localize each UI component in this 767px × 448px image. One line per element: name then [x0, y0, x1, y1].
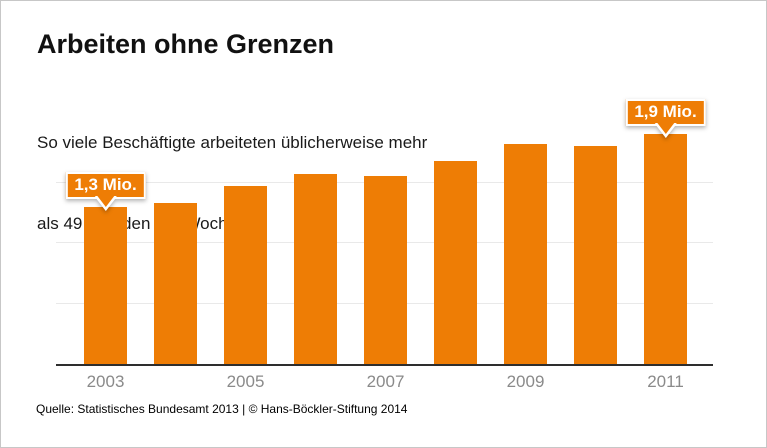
badge-pointer-triangle: [94, 195, 117, 211]
annotation-badge: 1,3 Mio.: [65, 171, 146, 211]
x-tick-label-2003: 2003: [86, 372, 125, 391]
bar-2007: [364, 176, 407, 364]
annotation-badge-label: 1,3 Mio.: [65, 171, 146, 211]
bar-2006: [294, 174, 337, 364]
x-tick-label-2009: 2009: [506, 372, 545, 391]
bar-2004: [154, 203, 197, 364]
annotation-badge: 1,9 Mio.: [625, 99, 706, 139]
bar-2010: [574, 146, 617, 364]
source-credit: Quelle: Statistisches Bundesamt 2013 | ©…: [36, 402, 408, 416]
x-tick-label-2005: 2005: [226, 372, 265, 391]
bar-2011: [644, 134, 687, 364]
x-tick-label-2007: 2007: [366, 372, 405, 391]
annotation-badge-label: 1,9 Mio.: [625, 99, 706, 139]
bar-2008: [434, 161, 477, 364]
x-tick-label-2011: 2011: [647, 372, 684, 391]
bar-2003: [84, 207, 127, 364]
chart-title: Arbeiten ohne Grenzen: [37, 29, 335, 59]
badge-pointer-triangle: [654, 123, 677, 139]
bar-2005: [224, 186, 267, 364]
x-axis-line: [56, 364, 713, 366]
plot-area: 2003 2005 2007 2009 2011 1,3 Mio. 1,9 Mio.: [56, 99, 713, 391]
chart-subtitle-line1: So viele Beschäftigte arbeiteten übliche…: [37, 133, 428, 152]
bar-2009: [504, 144, 547, 364]
